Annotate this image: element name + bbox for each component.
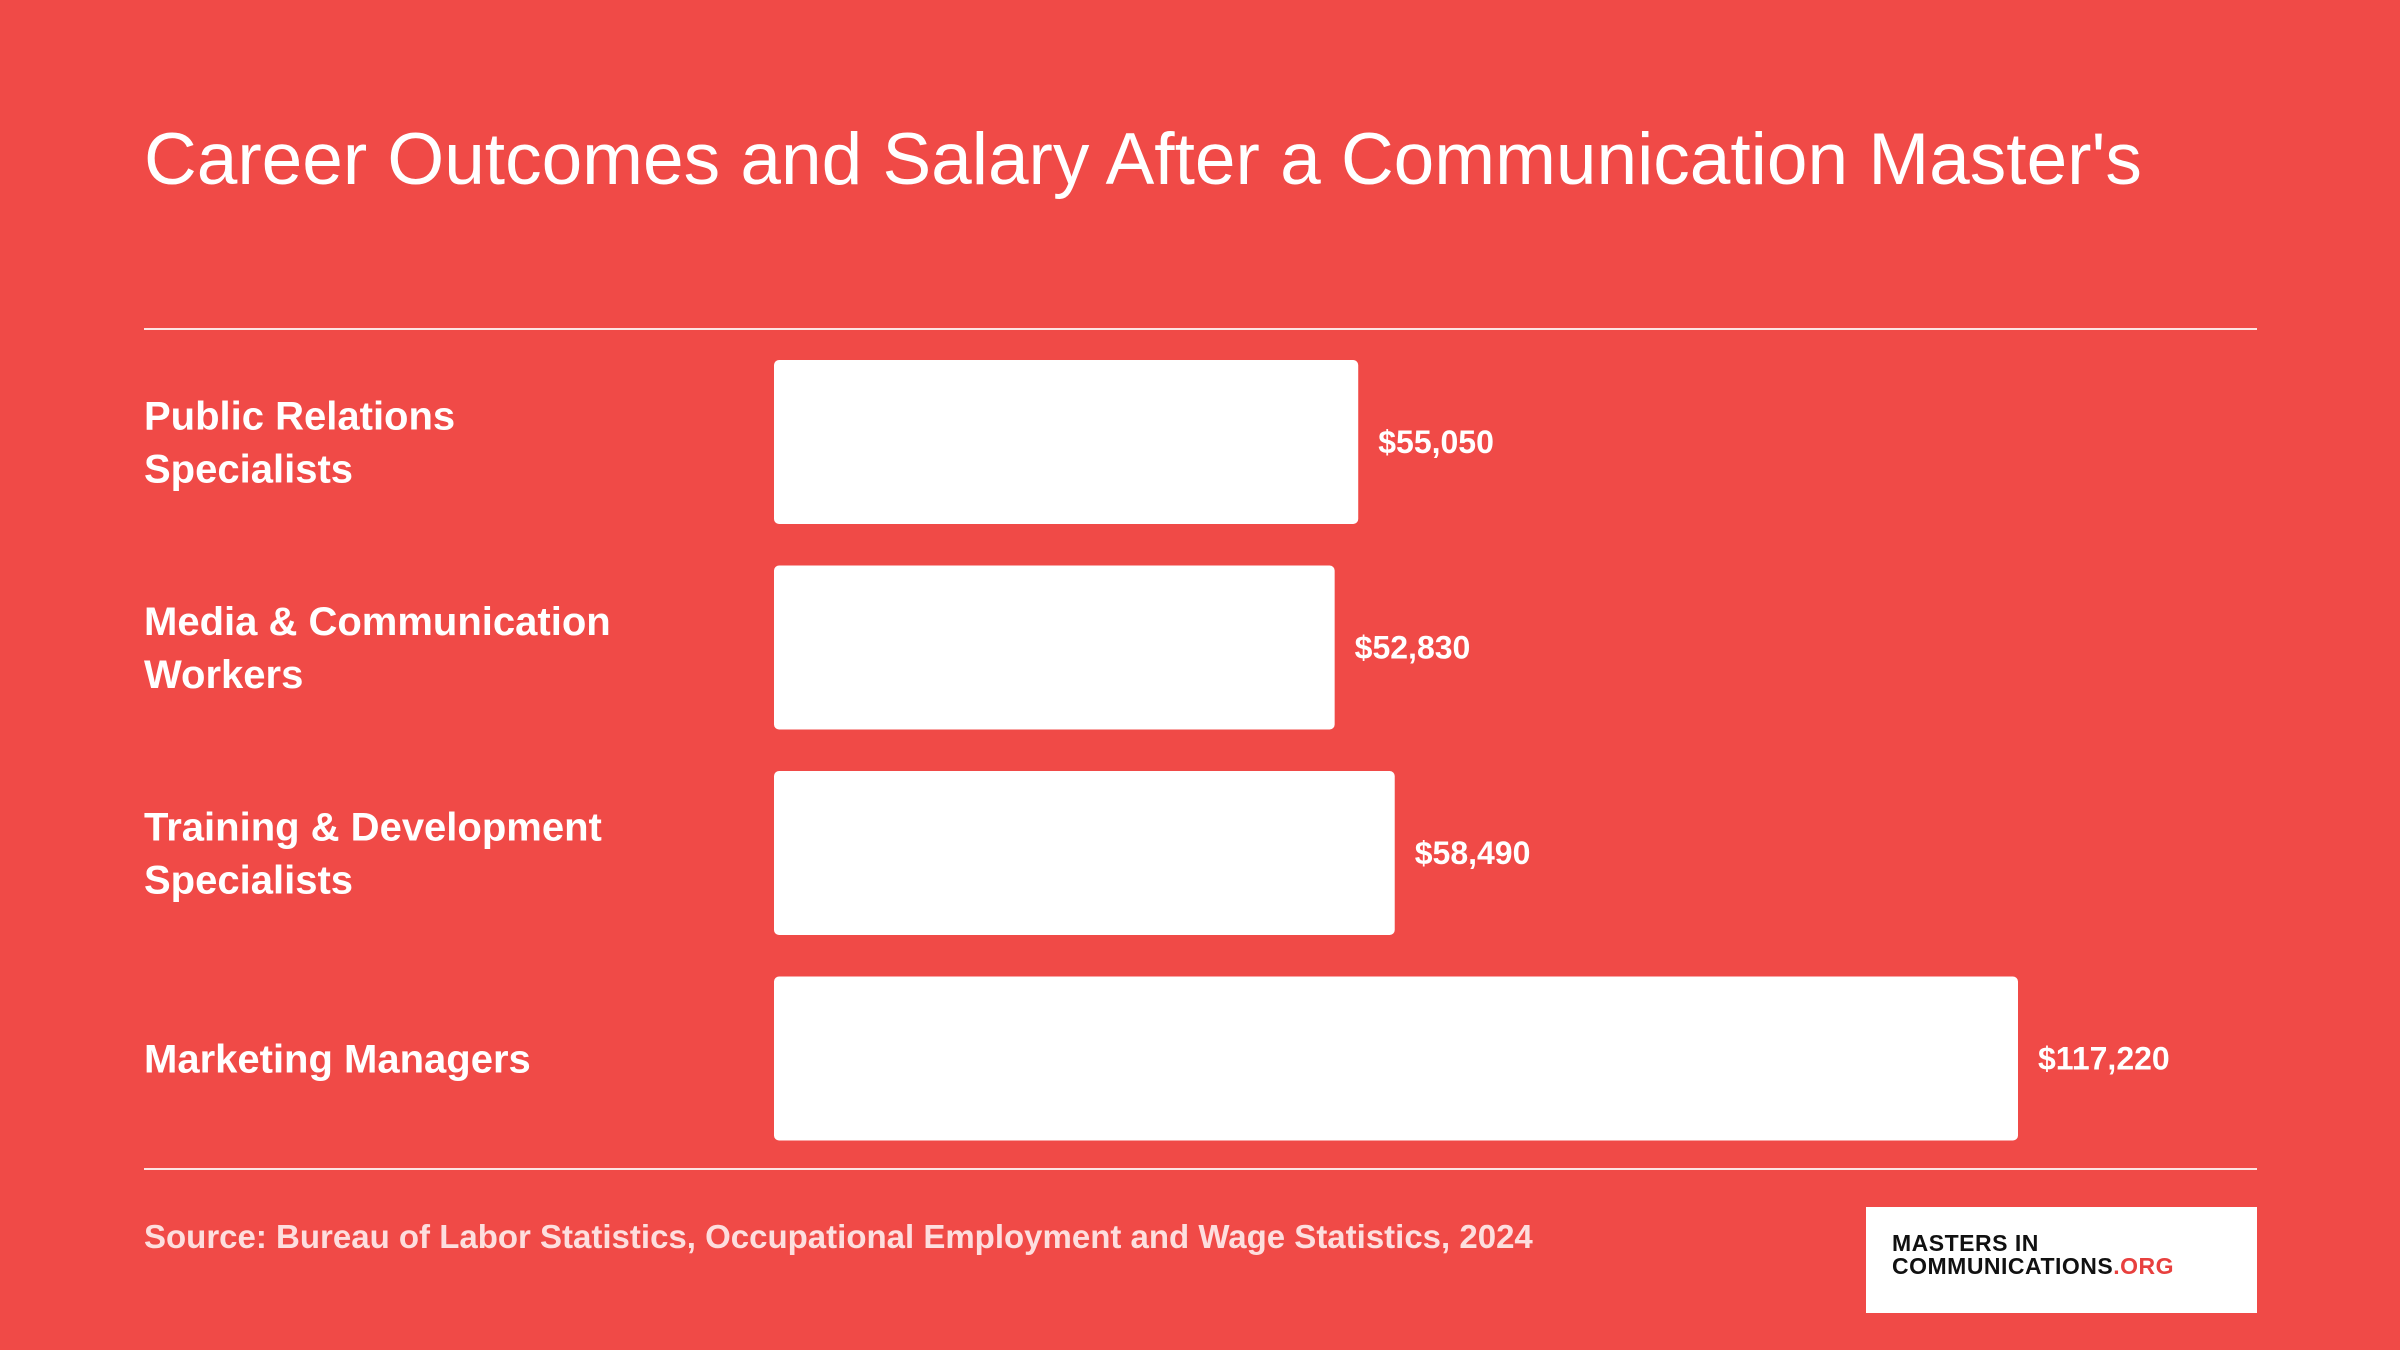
category-label-line: Training & Development — [144, 806, 602, 850]
chart-title: Career Outcomes and Salary After a Commu… — [144, 119, 2142, 200]
category-label-line: Workers — [144, 653, 303, 697]
source-note: Source: Bureau of Labor Statistics, Occu… — [144, 1218, 1533, 1255]
category-label-0: Public Relations Specialists — [144, 395, 455, 492]
bar-2 — [774, 771, 1395, 935]
logo-line-1: MASTERS IN — [1892, 1230, 2039, 1256]
value-label-2: $58,490 — [1415, 835, 1531, 871]
category-label-line: Marketing Managers — [144, 1038, 531, 1082]
category-label-line: Specialists — [144, 859, 353, 903]
bar-1 — [774, 565, 1335, 730]
bottom-divider — [144, 1168, 2257, 1170]
bar-0 — [774, 360, 1359, 524]
value-label-1: $52,830 — [1355, 630, 1471, 666]
category-label-line: Public Relations — [144, 395, 455, 439]
brand-logo: MASTERS IN COMMUNICATIONS.ORG — [1866, 1207, 2257, 1313]
logo-suffix: .ORG — [2113, 1253, 2175, 1279]
category-label-line: Media & Communication — [144, 600, 611, 644]
logo-word: COMMUNICATIONS — [1892, 1253, 2114, 1279]
category-label-3: Marketing Managers — [144, 1038, 531, 1082]
logo-line-2: COMMUNICATIONS.ORG — [1892, 1255, 2257, 1278]
top-divider — [144, 328, 2257, 330]
category-label-1: Media & Communication Workers — [144, 600, 611, 697]
category-label-line: Specialists — [144, 448, 353, 492]
bar-3 — [774, 976, 2018, 1141]
value-label-0: $55,050 — [1378, 424, 1494, 460]
category-label-2: Training & Development Specialists — [144, 806, 602, 903]
value-label-3: $117,220 — [2038, 1041, 2170, 1077]
